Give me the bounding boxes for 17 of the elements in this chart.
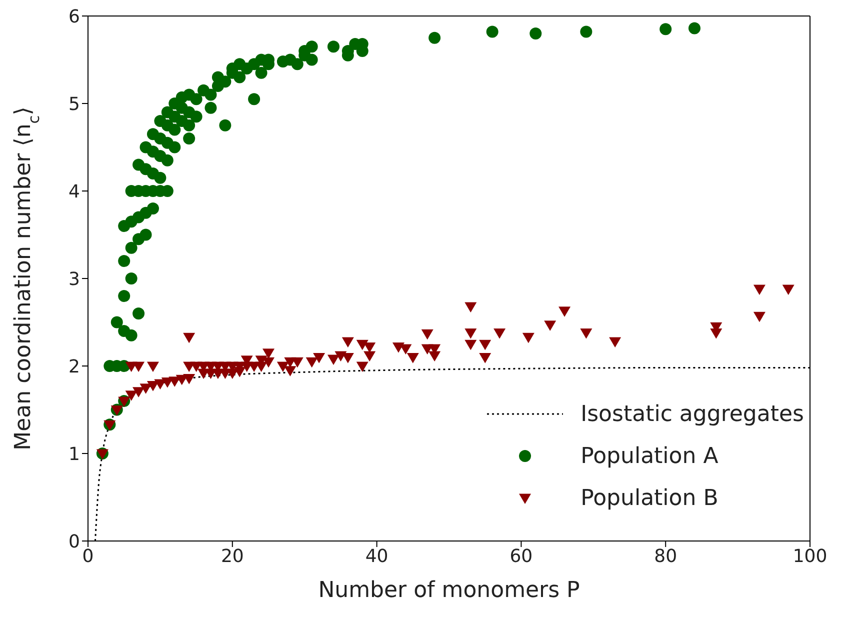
x-tick-label: 60 xyxy=(510,546,533,567)
y-tick-label: 1 xyxy=(68,444,80,465)
x-axis-title: Number of monomers P xyxy=(318,578,580,603)
x-tick-label: 80 xyxy=(654,546,678,567)
x-tick-label: 100 xyxy=(792,546,828,567)
y-tick-label: 0 xyxy=(68,531,80,552)
x-tick-label: 40 xyxy=(365,546,388,567)
y-tick-label: 2 xyxy=(68,356,80,378)
y-tick-label: 4 xyxy=(68,181,80,202)
x-tick-label: 20 xyxy=(220,546,244,567)
x-tick-label: 0 xyxy=(82,546,94,567)
legend-label: Population A xyxy=(580,444,718,468)
legend-label: Isostatic aggregates xyxy=(580,402,804,426)
y-tick-label: 6 xyxy=(68,6,80,28)
legend-label: Population B xyxy=(580,486,718,510)
y-tick-label: 5 xyxy=(68,94,80,115)
y-tick-label: 3 xyxy=(68,268,80,290)
